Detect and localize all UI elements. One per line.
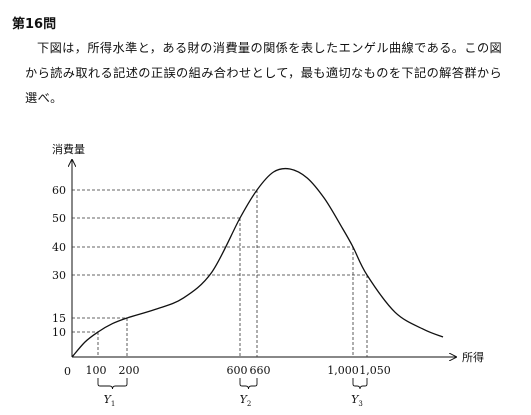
question-text: 下図は，所得水準と，ある財の消費量の関係を表したエンゲル曲線である。この図から読… — [25, 41, 503, 105]
question-number: 第16問 — [12, 17, 57, 32]
y-tick-label: 15 — [52, 312, 66, 325]
x-tick-label: 660 — [250, 364, 271, 377]
x-tick-label: 100 — [86, 364, 107, 377]
guide-lines — [72, 189, 368, 357]
range-bracket — [239, 378, 258, 390]
range-label: Y3 — [351, 393, 363, 408]
y-tick-label: 50 — [52, 212, 66, 225]
y-axis-label: 消費量 — [52, 142, 85, 156]
x-tick-label: 600 — [227, 364, 248, 377]
x-tick-label: 200 — [119, 364, 140, 377]
income-ranges: Y1 Y2 Y3 — [97, 378, 368, 408]
range-label: Y2 — [240, 393, 252, 408]
range-label: Y1 — [104, 393, 116, 408]
x-axis-label: 所得 — [462, 351, 484, 364]
x-tick-labels: 100 200 600 660 1,000 1,050 — [86, 364, 391, 377]
range-bracket — [352, 378, 368, 390]
y-tick-label: 30 — [52, 269, 66, 282]
curve-line — [71, 167, 444, 358]
x-tick-label: 1,050 — [359, 364, 391, 377]
x-tick-label: 1,000 — [327, 364, 359, 377]
range-bracket — [97, 378, 128, 390]
origin-label: 0 — [64, 365, 71, 378]
engel-curve — [71, 167, 444, 358]
y-tick-label: 10 — [52, 326, 66, 339]
y-tick-label: 60 — [52, 184, 66, 197]
y-tick-label: 40 — [52, 241, 66, 254]
